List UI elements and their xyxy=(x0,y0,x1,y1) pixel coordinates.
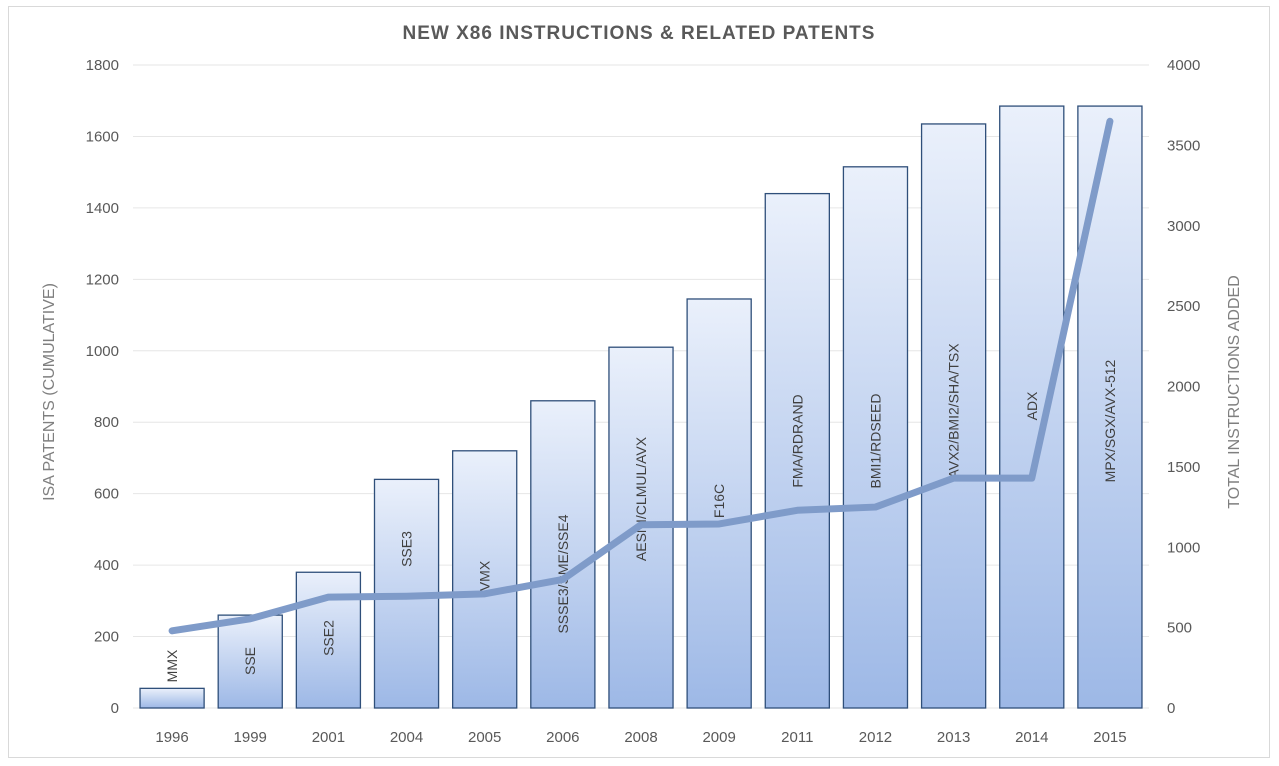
chart-frame: NEW X86 INSTRUCTIONS & RELATED PATENTS 0… xyxy=(8,6,1270,758)
bar xyxy=(451,450,518,709)
bar xyxy=(764,192,831,709)
x-tick-label: 2013 xyxy=(937,729,970,746)
bar xyxy=(530,400,596,709)
left-axis-ticks: 0 200 400 600 800 1000 1200 1400 1600 1800 xyxy=(86,57,119,717)
bar-label: SSE3 xyxy=(399,531,415,567)
bar-label: MPX/SGX/AVX-512 xyxy=(1102,359,1118,482)
x-tick-label: 2009 xyxy=(702,729,735,746)
bar-label: BMI1/RDSEED xyxy=(867,394,883,489)
bar xyxy=(217,614,283,709)
bar xyxy=(842,166,909,709)
x-tick-label: 2012 xyxy=(859,729,892,746)
x-tick-label: 1999 xyxy=(234,729,267,746)
right-tick-label: 500 xyxy=(1167,620,1192,637)
right-axis-title: TOTAL INSTRUCTIONS ADDED xyxy=(1226,275,1243,509)
left-tick-label: 400 xyxy=(94,557,119,574)
right-tick-label: 3500 xyxy=(1167,137,1200,154)
left-tick-label: 1800 xyxy=(86,57,119,74)
combo-chart: NEW X86 INSTRUCTIONS & RELATED PATENTS 0… xyxy=(41,23,1243,746)
line-series xyxy=(168,117,1114,635)
bar-label: ADX xyxy=(1024,391,1040,420)
x-axis-ticks: 1996 1999 2001 2004 2005 2006 2008 2009 2011 2012… xyxy=(155,729,1126,746)
right-tick-label: 1500 xyxy=(1167,459,1200,476)
left-tick-label: 200 xyxy=(94,629,119,646)
bar-label: AESNI/CLMUL/AVX xyxy=(633,436,649,561)
x-tick-label: 2008 xyxy=(624,729,657,746)
x-tick-label: 2004 xyxy=(390,729,423,746)
left-tick-label: 600 xyxy=(94,486,119,503)
bar-label: SSSE3/SME/SSE4 xyxy=(555,514,571,633)
left-tick-label: 800 xyxy=(94,414,119,431)
left-tick-label: 1600 xyxy=(86,128,119,145)
left-tick-label: 1000 xyxy=(86,343,119,360)
right-tick-label: 0 xyxy=(1167,700,1175,717)
bar-label: SSE2 xyxy=(320,620,336,656)
left-tick-label: 0 xyxy=(111,700,119,717)
left-tick-label: 1200 xyxy=(86,271,119,288)
bar-label: AVX2/BMI2/SHA/TSX xyxy=(946,343,962,479)
right-tick-label: 3000 xyxy=(1167,218,1200,235)
bar-label: FMA/RDRAND xyxy=(789,394,805,487)
chart-title: NEW X86 INSTRUCTIONS & RELATED PATENTS xyxy=(403,23,876,44)
bar xyxy=(686,298,752,709)
bar-labels: MMX SSE SSE2 SSE3 VMX SSSE3/SME/SSE4 AESNI/CLM… xyxy=(164,343,1118,683)
right-tick-label: 2000 xyxy=(1167,379,1200,396)
x-tick-label: 1996 xyxy=(155,729,188,746)
bar-label: MMX xyxy=(164,649,180,682)
x-tick-label: 2014 xyxy=(1015,729,1048,746)
x-tick-label: 2015 xyxy=(1093,729,1126,746)
right-tick-label: 1000 xyxy=(1167,539,1200,556)
bar xyxy=(139,687,205,709)
right-axis-ticks: 0 500 1000 1500 2000 2500 3000 3500 4000 xyxy=(1167,57,1200,717)
bar-label: SSE xyxy=(242,647,258,675)
right-tick-label: 4000 xyxy=(1167,57,1200,74)
right-tick-label: 2500 xyxy=(1167,298,1200,315)
x-tick-label: 2005 xyxy=(468,729,501,746)
x-tick-label: 2006 xyxy=(546,729,579,746)
x-tick-label: 2011 xyxy=(781,729,813,746)
left-tick-label: 1400 xyxy=(86,200,119,217)
instructions-line xyxy=(168,117,1114,635)
x-tick-label: 2001 xyxy=(312,729,345,746)
bar xyxy=(920,123,987,709)
bar-label: F16C xyxy=(711,484,727,518)
left-axis-title: ISA PATENTS (CUMULATIVE) xyxy=(41,283,58,501)
bar-label: VMX xyxy=(477,560,493,591)
bar-series xyxy=(139,105,1143,709)
bar xyxy=(999,105,1065,709)
